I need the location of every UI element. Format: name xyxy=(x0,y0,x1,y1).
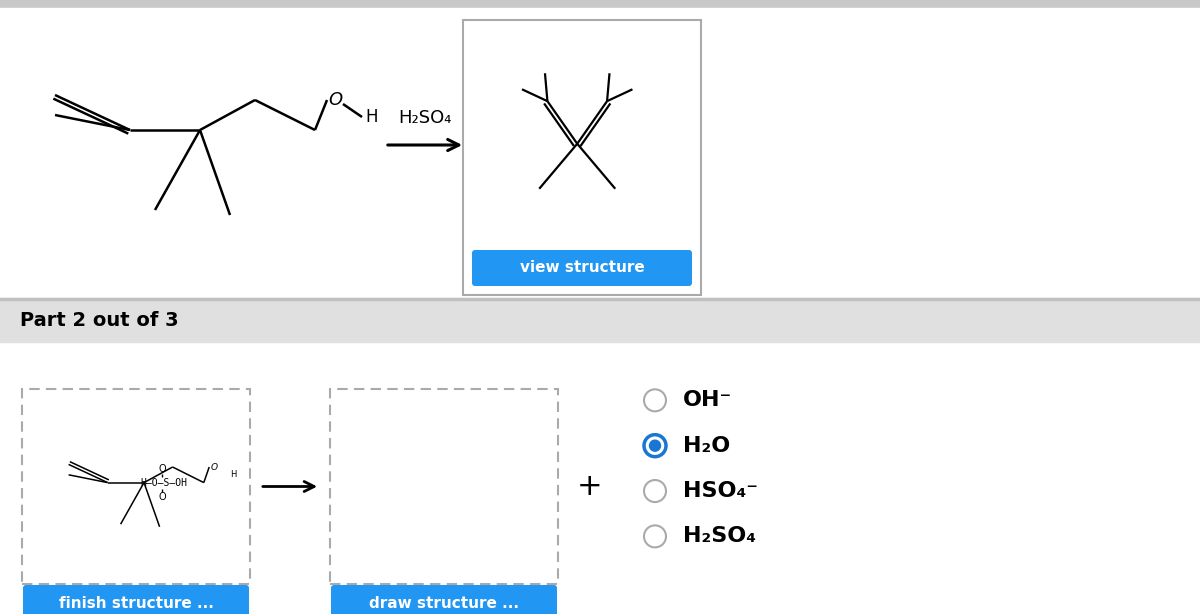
FancyBboxPatch shape xyxy=(472,250,692,286)
Text: draw structure ...: draw structure ... xyxy=(370,596,520,610)
Bar xyxy=(0,0,1200,8)
Text: O: O xyxy=(211,462,217,472)
Text: O: O xyxy=(328,91,342,109)
Bar xyxy=(0,8,1200,298)
Text: HSO₄⁻: HSO₄⁻ xyxy=(683,481,758,501)
Text: H₂SO₄: H₂SO₄ xyxy=(398,109,451,127)
Bar xyxy=(463,20,701,295)
FancyBboxPatch shape xyxy=(23,585,250,614)
Text: O: O xyxy=(158,492,166,502)
Bar xyxy=(0,298,1200,300)
Text: view structure: view structure xyxy=(520,260,644,276)
Text: H: H xyxy=(365,108,378,126)
Bar xyxy=(0,298,1200,342)
Circle shape xyxy=(649,440,660,451)
Text: H: H xyxy=(230,470,236,480)
Text: +: + xyxy=(577,472,602,501)
Text: H₂SO₄: H₂SO₄ xyxy=(683,526,756,546)
Text: H—O—S—OH: H—O—S—OH xyxy=(140,478,187,488)
FancyBboxPatch shape xyxy=(331,585,557,614)
Text: Part 2 out of 3: Part 2 out of 3 xyxy=(20,311,179,330)
Bar xyxy=(0,342,1200,614)
Text: OH⁻: OH⁻ xyxy=(683,391,732,410)
Bar xyxy=(330,389,558,584)
Text: O: O xyxy=(158,464,166,473)
Bar xyxy=(22,389,250,584)
Text: H₂O: H₂O xyxy=(683,436,731,456)
Text: finish structure ...: finish structure ... xyxy=(59,596,214,610)
